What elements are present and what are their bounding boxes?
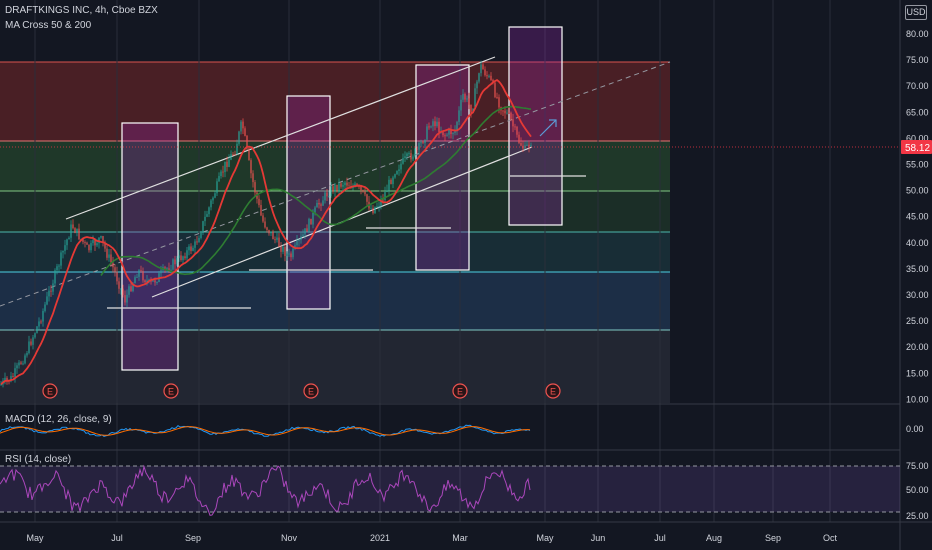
- macd-pane[interactable]: MACD (12, 26, close, 9): [0, 414, 531, 437]
- current-price-label: 58.12: [905, 143, 930, 154]
- rsi-line: [0, 464, 531, 516]
- time-tick-label: Sep: [185, 533, 201, 543]
- range-box-3: [415, 64, 470, 271]
- time-tick-label: Mar: [452, 533, 468, 543]
- rsi-band: [0, 466, 900, 512]
- earnings-marker-label: E: [168, 387, 174, 397]
- price-tick-label: 75.00: [906, 55, 929, 65]
- price-tick-label: 15.00: [906, 368, 929, 378]
- earnings-marker[interactable]: E: [303, 383, 319, 399]
- price-tick-label: 50.00: [906, 186, 929, 196]
- price-tick-label: 65.00: [906, 107, 929, 117]
- price-candles: [0, 60, 532, 388]
- channel-upper: [65, 56, 496, 220]
- zone-teal: [0, 232, 670, 272]
- rsi-axis[interactable]: 75.00 50.00 25.00: [906, 461, 929, 521]
- earnings-marker[interactable]: E: [545, 383, 561, 399]
- price-tick-label: 80.00: [906, 29, 929, 39]
- price-axis[interactable]: 80.00 75.00 70.00 65.00 60.00 55.00 50.00 45.00…: [906, 29, 929, 404]
- zone-green-lower: [0, 191, 670, 232]
- earnings-marker[interactable]: E: [42, 383, 58, 399]
- time-tick-label: May: [536, 533, 554, 543]
- time-tick-label: Nov: [281, 533, 298, 543]
- price-tick-label: 20.00: [906, 342, 929, 352]
- price-tick-label: 25.00: [906, 316, 929, 326]
- price-tick-label: 60.00: [906, 133, 929, 143]
- zone-blue: [0, 272, 670, 330]
- support-lines[interactable]: [107, 175, 586, 309]
- ma-200-line: [100, 105, 532, 276]
- earnings-marker-label: E: [457, 387, 463, 397]
- indicator-title[interactable]: MA Cross 50 & 200: [5, 20, 92, 31]
- projection-arrow[interactable]: [539, 119, 557, 137]
- price-tick-label: 55.00: [906, 160, 929, 170]
- price-tick-label: 10.00: [906, 394, 929, 404]
- time-axis[interactable]: May Jul Sep Nov 2021 Mar May Jun Jul Aug Sep Oct: [26, 533, 837, 543]
- time-tick-label: 2021: [370, 533, 390, 543]
- current-price-tag: 58.12: [901, 140, 932, 154]
- macd-line: [0, 424, 531, 437]
- rsi-pane[interactable]: RSI (14, close): [0, 454, 900, 516]
- price-tick-label: 70.00: [906, 81, 929, 91]
- price-tick-label: 30.00: [906, 290, 929, 300]
- zone-grey: [0, 330, 670, 403]
- price-tick-label: 35.00: [906, 264, 929, 274]
- ma-50-line: [0, 79, 532, 385]
- earnings-marker-label: E: [308, 387, 314, 397]
- range-box-1: [121, 122, 179, 371]
- range-box-2: [286, 95, 331, 310]
- macd-axis-label: 0.00: [906, 424, 924, 434]
- range-box-4: [508, 26, 563, 226]
- rsi-tick-label: 50.00: [906, 485, 929, 495]
- price-tick-label: 40.00: [906, 238, 929, 248]
- time-tick-label: May: [26, 533, 44, 543]
- earnings-marker-label: E: [550, 387, 556, 397]
- time-tick-label: Jun: [591, 533, 606, 543]
- macd-signal-line: [0, 426, 531, 436]
- time-tick-label: Aug: [706, 533, 722, 543]
- time-tick-label: Sep: [765, 533, 781, 543]
- zone-red: [0, 62, 670, 141]
- time-tick-label: Jul: [654, 533, 666, 543]
- time-tick-label: Jul: [111, 533, 123, 543]
- time-grid: [34, 0, 831, 522]
- rsi-tick-label: 25.00: [906, 511, 929, 521]
- dashed-trendline[interactable]: [0, 61, 671, 307]
- rsi-tick-label: 75.00: [906, 461, 929, 471]
- fib-zones: [0, 61, 670, 403]
- rsi-label: RSI (14, close): [5, 454, 71, 465]
- symbol-title[interactable]: DRAFTKINGS INC, 4h, Cboe BZX: [5, 5, 158, 16]
- currency-label: USD: [906, 7, 926, 17]
- time-tick-label: Oct: [823, 533, 838, 543]
- zone-green-upper: [0, 141, 670, 191]
- earnings-marker[interactable]: E: [163, 383, 179, 399]
- currency-button[interactable]: USD: [905, 5, 927, 20]
- earnings-marker[interactable]: E: [452, 383, 468, 399]
- range-boxes[interactable]: [121, 26, 563, 371]
- price-tick-label: 45.00: [906, 212, 929, 222]
- macd-label: MACD (12, 26, close, 9): [5, 414, 112, 425]
- earnings-marker-label: E: [47, 387, 53, 397]
